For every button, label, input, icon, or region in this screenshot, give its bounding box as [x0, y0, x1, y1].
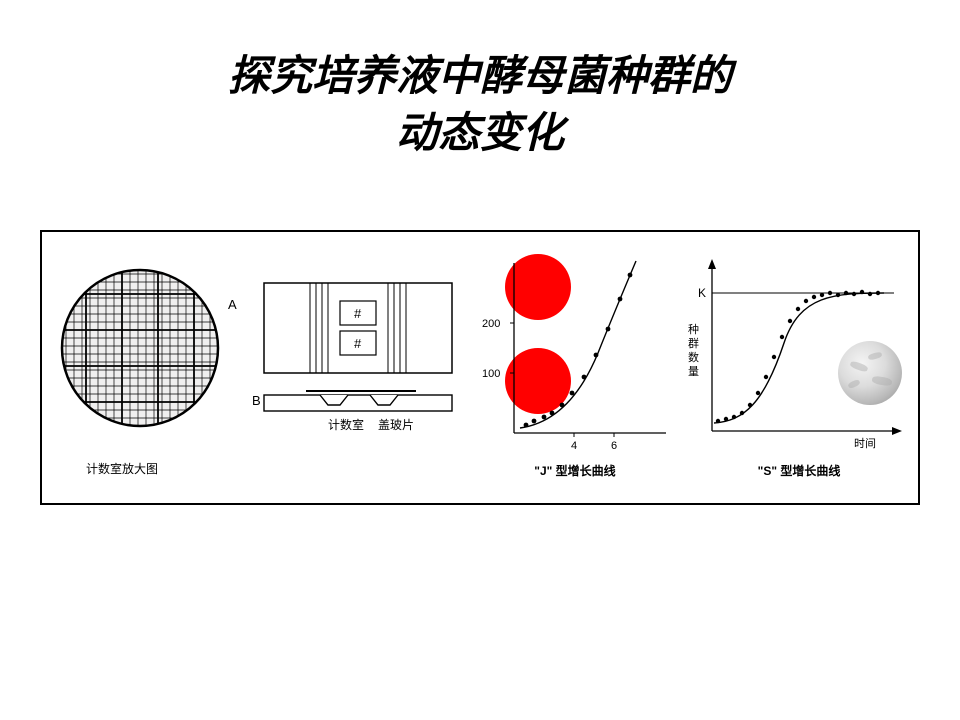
figure-panel: A 计数室放大图 # # B — [40, 230, 920, 505]
panel-hemocytometer-grid: A 计数室放大图 — [52, 253, 242, 483]
label-coverslip: 盖玻片 — [378, 418, 414, 432]
label-chamber: 计数室 — [328, 417, 364, 432]
svg-text:#: # — [354, 336, 362, 351]
panel1-caption: 计数室放大图 — [86, 460, 158, 477]
panel-j-curve: 100 200 4 6 "J" 型增长曲线 — [470, 253, 680, 483]
title-line2: 动态变化 — [396, 109, 564, 156]
svg-text:群: 群 — [688, 336, 699, 350]
svg-text:量: 量 — [688, 365, 699, 378]
page-title: 探究培养液中酵母菌种群的 动态变化 — [0, 0, 960, 181]
letter-a: A — [228, 297, 237, 312]
svg-text:数: 数 — [688, 351, 699, 364]
k-label: K — [698, 286, 706, 300]
panel3-caption: "J" 型增长曲线 — [470, 462, 680, 479]
letter-b: B — [252, 393, 261, 408]
petri-dish-icon — [838, 341, 902, 405]
panel-chamber-diagram: # # B 计数室 盖玻片 — [246, 253, 466, 483]
panel-s-curve: K 种 群 数 量 时间 "S" 型增长曲线 — [684, 253, 914, 483]
svg-text:200: 200 — [482, 318, 500, 330]
svg-text:4: 4 — [571, 440, 577, 452]
ylabel: 种 — [688, 322, 699, 336]
panel4-caption: "S" 型增长曲线 — [684, 462, 914, 479]
title-line1: 探究培养液中酵母菌种群的 — [228, 52, 732, 99]
xlabel: 时间 — [854, 437, 876, 450]
svg-text:#: # — [354, 306, 362, 321]
svg-text:6: 6 — [611, 440, 617, 452]
svg-text:100: 100 — [482, 368, 500, 380]
